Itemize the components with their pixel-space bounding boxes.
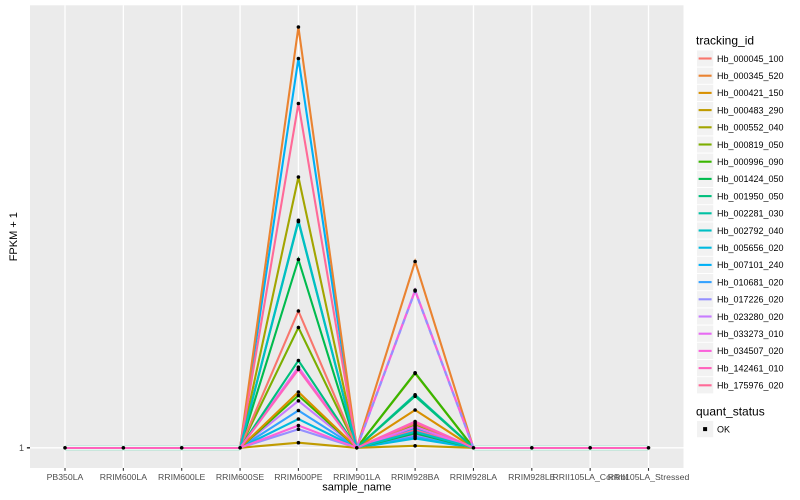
svg-text:Hb_142461_010: Hb_142461_010	[717, 363, 784, 373]
svg-text:RRIM928LE: RRIM928LE	[508, 472, 556, 482]
svg-text:Hb_001950_050: Hb_001950_050	[717, 191, 784, 201]
svg-text:FPKM + 1: FPKM + 1	[8, 212, 20, 261]
svg-text:Hb_033273_010: Hb_033273_010	[717, 329, 784, 339]
svg-text:Hb_010681_020: Hb_010681_020	[717, 277, 784, 287]
svg-text:Hb_007101_240: Hb_007101_240	[717, 260, 784, 270]
svg-text:Hb_002792_040: Hb_002792_040	[717, 226, 784, 236]
svg-text:quant_status: quant_status	[696, 405, 765, 419]
svg-text:RRIM600SE: RRIM600SE	[216, 472, 264, 482]
svg-text:Hb_005656_020: Hb_005656_020	[717, 243, 784, 253]
svg-text:RRII105LA_Stressed: RRII105LA_Stressed	[608, 472, 690, 482]
svg-text:1: 1	[19, 443, 24, 453]
svg-text:OK: OK	[717, 424, 730, 434]
svg-text:RRII105LA_Control: RRII105LA_Control	[552, 472, 627, 482]
svg-text:RRIM928LA: RRIM928LA	[450, 472, 498, 482]
svg-text:Hb_000045_100: Hb_000045_100	[717, 54, 784, 64]
svg-text:Hb_002281_030: Hb_002281_030	[717, 209, 784, 219]
svg-text:sample_name: sample_name	[322, 482, 391, 494]
svg-text:Hb_023280_020: Hb_023280_020	[717, 312, 784, 322]
svg-text:Hb_034507_020: Hb_034507_020	[717, 346, 784, 356]
svg-text:RRIM600PE: RRIM600PE	[274, 472, 322, 482]
svg-text:Hb_000996_090: Hb_000996_090	[717, 157, 784, 167]
svg-text:RRIM928BA: RRIM928BA	[391, 472, 439, 482]
svg-text:Hb_000483_290: Hb_000483_290	[717, 105, 784, 115]
svg-text:Hb_000345_520: Hb_000345_520	[717, 71, 784, 81]
svg-text:tracking_id: tracking_id	[696, 34, 754, 48]
svg-text:RRIM901LA: RRIM901LA	[333, 472, 381, 482]
svg-text:Hb_001424_050: Hb_001424_050	[717, 174, 784, 184]
svg-text:Hb_000552_040: Hb_000552_040	[717, 123, 784, 133]
svg-text:Hb_000819_050: Hb_000819_050	[717, 140, 784, 150]
svg-text:Hb_175976_020: Hb_175976_020	[717, 381, 784, 391]
svg-text:RRIM600LA: RRIM600LA	[100, 472, 148, 482]
svg-text:RRIM600LE: RRIM600LE	[158, 472, 206, 482]
svg-text:PB350LA: PB350LA	[47, 472, 84, 482]
svg-text:Hb_017226_020: Hb_017226_020	[717, 295, 784, 305]
svg-text:Hb_000421_150: Hb_000421_150	[717, 88, 784, 98]
